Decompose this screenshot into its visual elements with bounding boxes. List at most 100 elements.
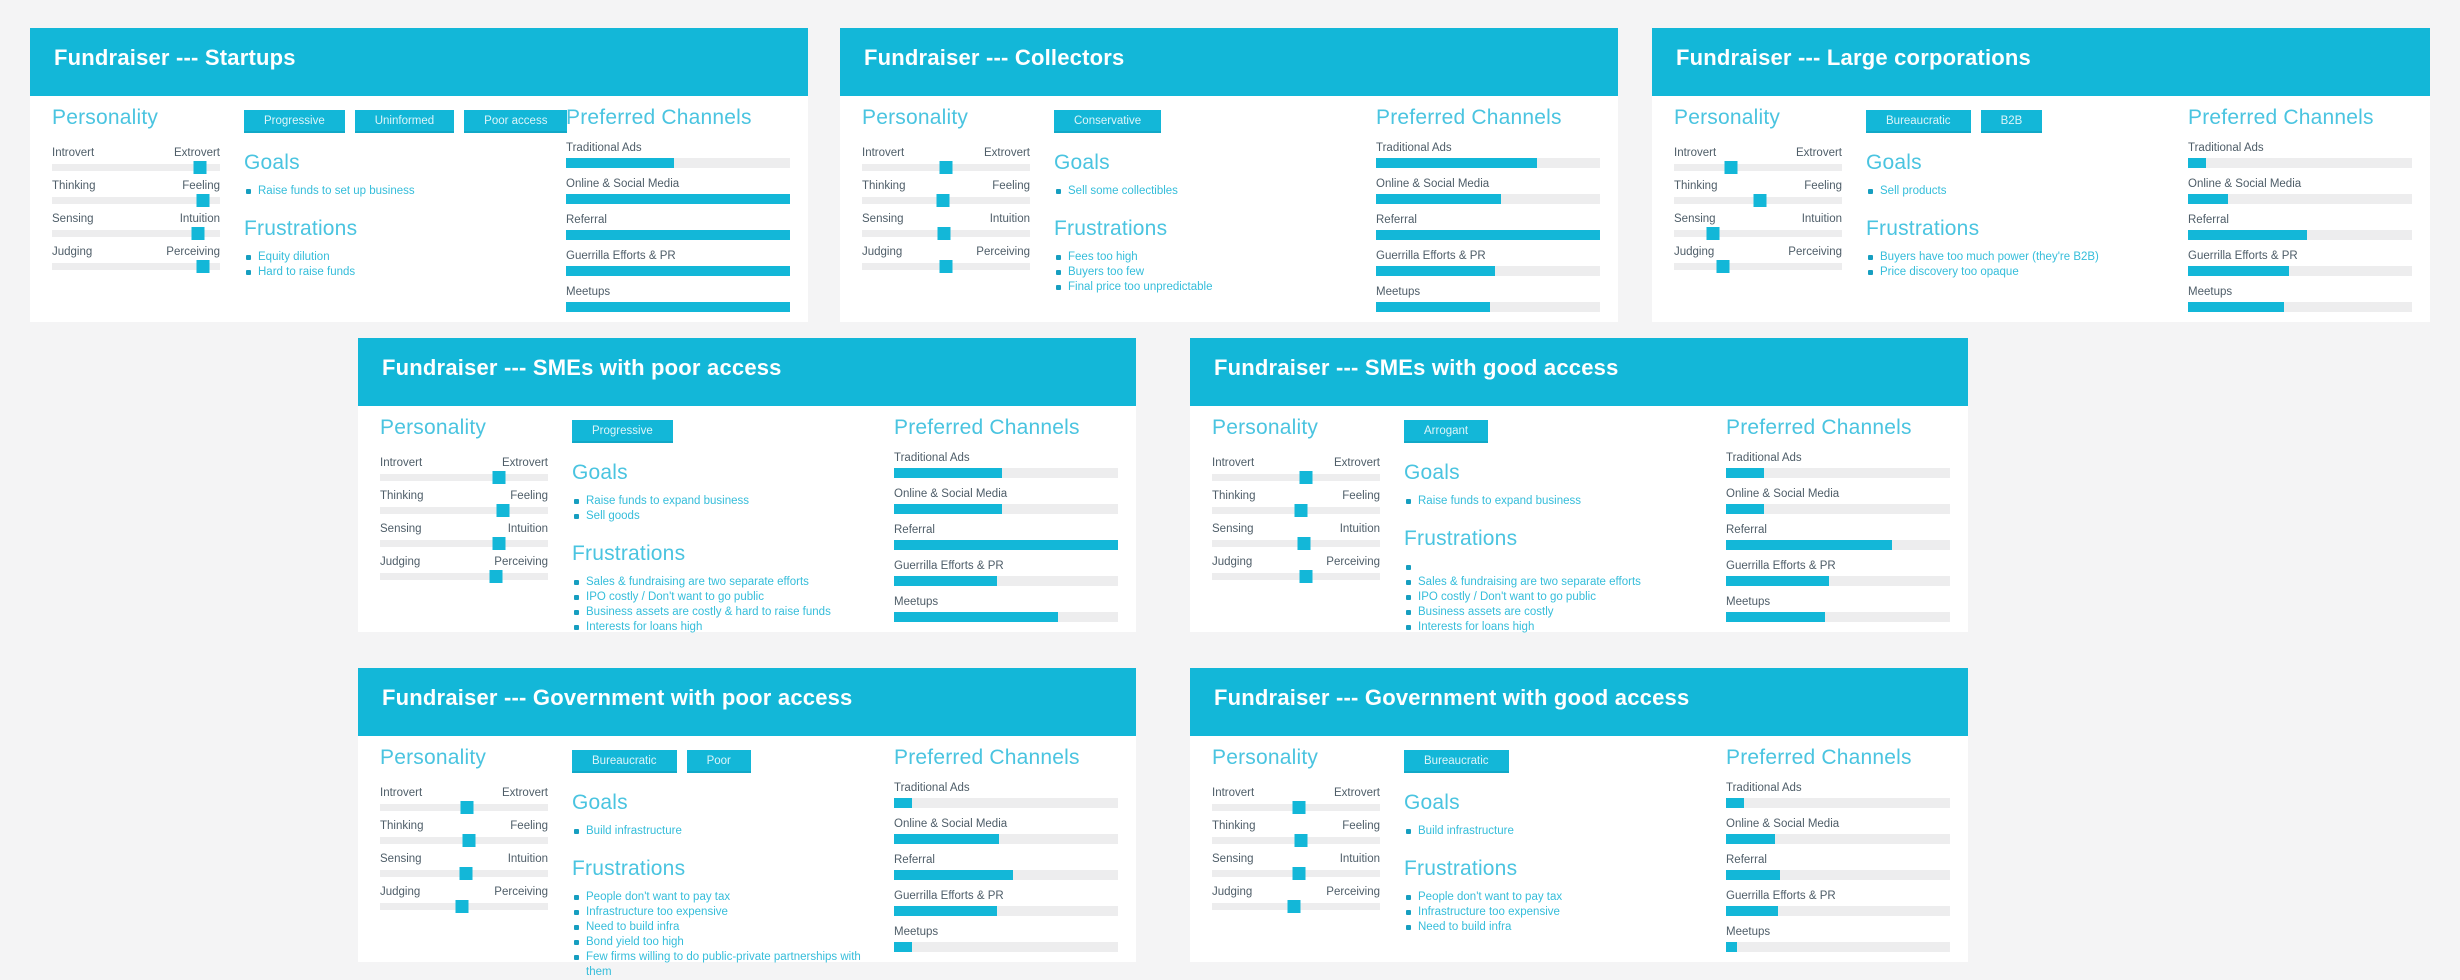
slider-knob[interactable] <box>489 570 503 583</box>
persona-tag[interactable]: Bureaucratic <box>1404 750 1509 773</box>
slider-track[interactable] <box>1212 867 1380 880</box>
slider-knob[interactable] <box>1706 227 1720 240</box>
slider-knob[interactable] <box>936 194 950 207</box>
slider-track[interactable] <box>1674 194 1842 207</box>
slider-knob[interactable] <box>1292 801 1306 814</box>
channel-bar <box>894 468 1118 478</box>
slider-knob[interactable] <box>1299 570 1313 583</box>
slider-left-label: Judging <box>1212 556 1253 568</box>
channel-bar-fill <box>1726 834 1776 844</box>
channel-bar-fill <box>1726 504 1765 514</box>
slider-knob[interactable] <box>496 504 510 517</box>
slider-right-label: Extrovert <box>501 787 548 799</box>
slider-track[interactable] <box>1212 900 1380 913</box>
channel-bar-fill <box>2188 194 2229 204</box>
slider-track[interactable] <box>1674 260 1842 273</box>
channel-label: Traditional Ads <box>2188 142 2264 154</box>
persona-tag[interactable]: Bureaucratic <box>1866 110 1971 133</box>
slider-track[interactable] <box>1212 537 1380 550</box>
slider-knob[interactable] <box>462 834 476 847</box>
slider-track[interactable] <box>1212 570 1380 583</box>
channel-row: Meetups <box>894 926 1118 952</box>
slider-knob[interactable] <box>1724 161 1738 174</box>
slider-knob[interactable] <box>1294 504 1308 517</box>
channel-bar-fill <box>1726 798 1744 808</box>
slider-knob[interactable] <box>193 161 207 174</box>
channel-row: Referral <box>894 854 1118 880</box>
frustration-item: IPO costly / Don't want to go public <box>572 590 884 605</box>
persona-card: Fundraiser --- Startups Personality Intr… <box>30 28 808 322</box>
slider-knob[interactable] <box>196 194 210 207</box>
slider-track[interactable] <box>1212 834 1380 847</box>
slider-right-label: Feeling <box>182 180 220 192</box>
slider-track[interactable] <box>380 801 548 814</box>
channel-row: Referral <box>1726 524 1950 550</box>
slider-knob[interactable] <box>1294 834 1308 847</box>
persona-tag[interactable]: Progressive <box>244 110 345 133</box>
persona-tag[interactable]: Uninformed <box>354 110 455 133</box>
slider-track[interactable] <box>1212 801 1380 814</box>
frustrations-list: People don't want to pay tax Infrastructu… <box>572 890 884 980</box>
slider-knob[interactable] <box>1716 260 1730 273</box>
channel-list: Traditional Ads Online & Social Media Refe… <box>894 452 1118 622</box>
persona-tag[interactable]: Progressive <box>572 420 673 443</box>
channels-heading: Preferred Channels <box>1726 416 1912 439</box>
slider-knob[interactable] <box>492 537 506 550</box>
slider-track[interactable] <box>1212 504 1380 517</box>
channel-row: Referral <box>894 524 1118 550</box>
slider-knob[interactable] <box>196 260 210 273</box>
slider-knob[interactable] <box>460 801 474 814</box>
slider-knob[interactable] <box>937 227 951 240</box>
personality-slider: Thinking Feeling <box>1212 820 1380 847</box>
persona-tag[interactable]: Poor <box>686 750 751 773</box>
slider-track[interactable] <box>380 471 548 484</box>
slider-left-label: Sensing <box>1212 523 1254 535</box>
slider-track[interactable] <box>52 260 220 273</box>
persona-tag[interactable]: B2B <box>1980 110 2043 133</box>
personality-sliders: Introvert Extrovert Thinking Feeling Sensing… <box>380 787 548 913</box>
personality-slider: Thinking Feeling <box>862 180 1030 207</box>
slider-track[interactable] <box>380 504 548 517</box>
slider-track[interactable] <box>380 834 548 847</box>
slider-knob[interactable] <box>459 867 473 880</box>
personality-slider: Sensing Intuition <box>862 213 1030 240</box>
frustration-item: Buyers have too much power (they're B2B) <box>1866 250 2178 265</box>
slider-knob[interactable] <box>1297 537 1311 550</box>
slider-track[interactable] <box>862 260 1030 273</box>
slider-track[interactable] <box>380 537 548 550</box>
slider-track[interactable] <box>862 161 1030 174</box>
channel-bar <box>894 870 1118 880</box>
slider-track[interactable] <box>380 900 548 913</box>
channel-bar-fill <box>1726 906 1778 916</box>
slider-track[interactable] <box>1212 471 1380 484</box>
slider-track[interactable] <box>380 570 548 583</box>
channel-row: Meetups <box>566 286 790 312</box>
personality-heading: Personality <box>1212 416 1319 439</box>
slider-track[interactable] <box>1674 161 1842 174</box>
slider-knob[interactable] <box>939 161 953 174</box>
slider-knob[interactable] <box>455 900 469 913</box>
slider-track[interactable] <box>862 194 1030 207</box>
slider-track[interactable] <box>862 227 1030 240</box>
slider-track[interactable] <box>52 161 220 174</box>
slider-knob[interactable] <box>492 471 506 484</box>
slider-knob[interactable] <box>191 227 205 240</box>
slider-track[interactable] <box>52 194 220 207</box>
persona-tag[interactable]: Bureaucratic <box>572 750 677 773</box>
channel-bar <box>1376 194 1600 204</box>
persona-tag[interactable]: Arrogant <box>1404 420 1489 443</box>
persona-tag[interactable]: Poor access <box>464 110 568 133</box>
slider-knob[interactable] <box>939 260 953 273</box>
slider-knob[interactable] <box>1287 900 1301 913</box>
slider-track[interactable] <box>380 867 548 880</box>
slider-knob[interactable] <box>1292 867 1306 880</box>
slider-right-label: Extrovert <box>501 457 548 469</box>
persona-tag[interactable]: Conservative <box>1054 110 1162 133</box>
goals-heading: Goals <box>1404 461 1460 484</box>
slider-knob[interactable] <box>1299 471 1313 484</box>
personality-section: Personality Introvert Extrovert Thinking Fe… <box>1212 416 1380 589</box>
slider-left-label: Thinking <box>380 490 424 502</box>
slider-track[interactable] <box>1674 227 1842 240</box>
slider-track[interactable] <box>52 227 220 240</box>
slider-knob[interactable] <box>1753 194 1767 207</box>
